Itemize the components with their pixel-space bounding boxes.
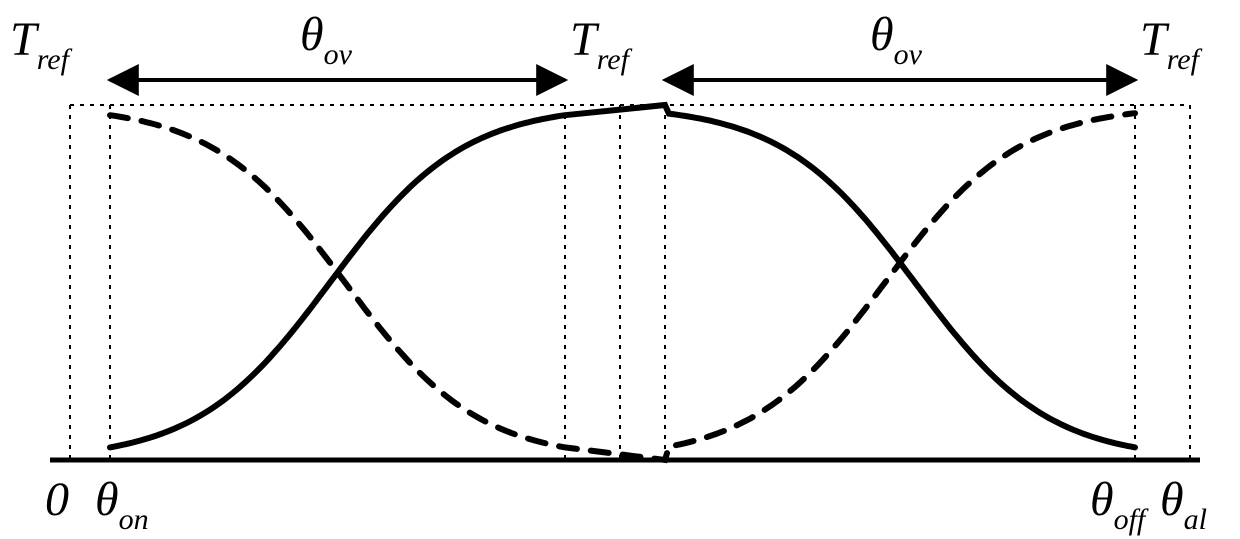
label-theta-off: θoff — [1090, 473, 1149, 536]
label-tref-mid: Tref — [570, 13, 633, 76]
label-theta-ov-right: θov — [870, 8, 923, 71]
label-theta-on: θon — [95, 473, 149, 536]
label-tref-right: Tref — [1140, 13, 1203, 76]
curve-solid — [110, 105, 1135, 447]
label-tref-left: Tref — [10, 13, 73, 76]
label-zero: 0 — [45, 473, 69, 526]
curve-dashed — [110, 113, 1135, 460]
label-theta-al: θal — [1160, 473, 1207, 536]
label-theta-ov-left: θov — [300, 8, 353, 71]
